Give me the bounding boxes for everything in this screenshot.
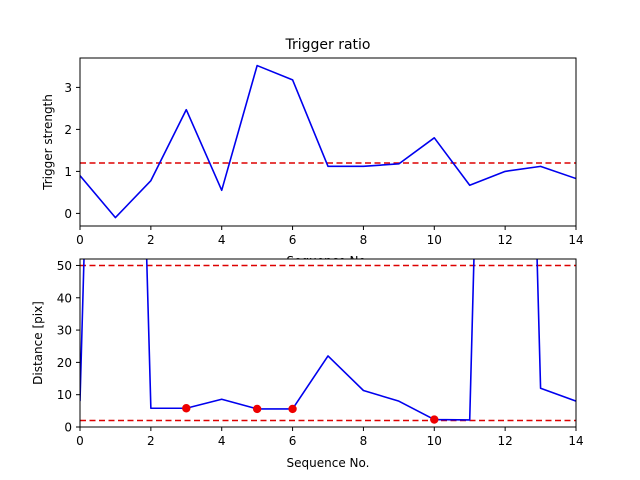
top-x-tick-label: 10 — [427, 233, 442, 247]
top-x-tick-label: 8 — [360, 233, 368, 247]
bottom-marker-point — [288, 404, 297, 414]
bottom-x-tick-label: 10 — [427, 434, 442, 448]
bottom-y-tick-label: 50 — [57, 259, 72, 273]
top-plot-frame — [79, 57, 577, 227]
top-series-line — [80, 64, 576, 219]
bottom-x-ticks: 0 2 4 6 8 10 12 14 — [76, 427, 584, 448]
bottom-marker-point — [182, 404, 191, 413]
bottom-y-tick-label: 30 — [57, 324, 72, 338]
top-x-tick-label: 12 — [498, 233, 513, 247]
bottom-series-group — [80, 259, 576, 424]
top-chart-title: Trigger ratio — [284, 37, 370, 53]
bottom-x-tick-label: 6 — [289, 434, 297, 448]
bottom-y-tick-label: 10 — [57, 388, 72, 402]
bottom-x-axis-label: Sequence No. — [287, 456, 370, 470]
top-y-axis-label: Trigger strength — [41, 94, 55, 191]
top-y-tick-label: 3 — [64, 81, 72, 95]
bottom-y-ticks: 0 10 20 30 40 50 — [57, 259, 80, 435]
bottom-y-axis-label: Distance [pix] — [31, 301, 45, 385]
bottom-plot-background — [80, 259, 576, 427]
top-x-tick-label: 6 — [289, 233, 297, 247]
bottom-marker-point — [252, 404, 262, 414]
top-x-ticks: 0 2 4 6 8 10 12 14 — [76, 226, 584, 247]
bottom-chart: 0 2 4 6 8 10 12 14 0 10 20 30 40 50 Sequence No. Dis… — [31, 258, 584, 470]
bottom-plot-frame — [79, 258, 577, 428]
bottom-threshold-lines — [80, 264, 576, 422]
bottom-y-tick-label: 0 — [64, 421, 72, 435]
bottom-x-tick-label: 14 — [568, 434, 583, 448]
top-x-tick-label: 14 — [568, 233, 583, 247]
bottom-y-tick-label: 40 — [57, 291, 72, 305]
top-series-group — [80, 64, 576, 219]
top-x-tick-label: 0 — [76, 233, 84, 247]
bottom-x-tick-label: 12 — [498, 434, 513, 448]
top-y-tick-label: 1 — [64, 165, 72, 179]
top-x-tick-label: 2 — [147, 233, 155, 247]
top-y-tick-label: 2 — [64, 123, 72, 137]
top-y-ticks: 0 1 2 3 — [64, 81, 80, 221]
bottom-y-tick-label: 20 — [57, 356, 72, 370]
top-x-tick-label: 4 — [218, 233, 226, 247]
bottom-x-tick-label: 2 — [147, 434, 155, 448]
bottom-series-line — [80, 259, 576, 421]
top-y-tick-label: 0 — [64, 207, 72, 221]
bottom-x-tick-label: 0 — [76, 434, 84, 448]
bottom-marker-point — [430, 415, 439, 424]
bottom-x-tick-label: 8 — [360, 434, 368, 448]
bottom-x-tick-label: 4 — [218, 434, 226, 448]
